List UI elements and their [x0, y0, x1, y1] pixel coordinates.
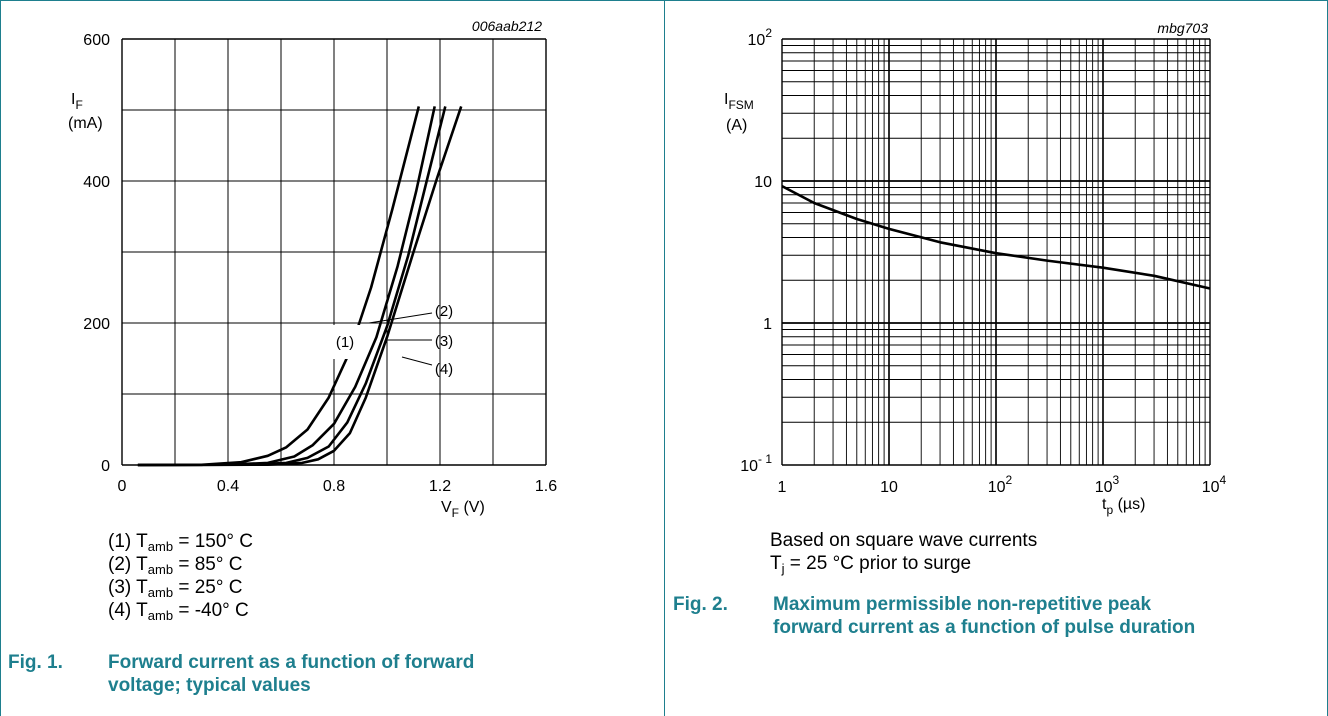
fig2-series-line — [781, 184, 1211, 290]
fig1-x-axis-label: VF (V) — [441, 499, 485, 520]
fig2-y-axis-unit: (A) — [726, 117, 747, 134]
fig1-note-2: (2) Tamb = 85° C — [108, 554, 243, 577]
fig1-notes: (1) Tamb = 150° C (2) Tamb = 85° C (3) T… — [108, 530, 253, 622]
fig1-y-tick-label: 600 — [83, 32, 110, 49]
fig2-x-tick-label: 1 — [778, 479, 787, 496]
fig1-series-1-line — [137, 106, 421, 467]
fig2-x-tick-label: 10 — [880, 479, 898, 496]
fig1-note-3: (3) Tamb = 25° C — [108, 577, 243, 600]
fig1-y-axis-label: IF — [71, 91, 83, 112]
fig1-label-2: (2) — [435, 303, 453, 320]
fig1-series-4-line — [137, 105, 463, 467]
fig1-label-1: (1) — [336, 334, 354, 351]
fig2-x-tick-label: 102 — [988, 473, 1013, 496]
fig2-caption-text: Maximum permissible non-repetitive peak f… — [773, 594, 1196, 638]
fig2-x-tick-label: 103 — [1095, 473, 1120, 496]
fig2-note-2: Tj = 25 °C prior to surge — [770, 553, 972, 576]
fig2-caption-number: Fig. 2. — [673, 594, 728, 615]
fig1-x-tick-label: 0.4 — [217, 478, 239, 495]
fig1-y-axis-unit: (mA) — [68, 115, 103, 132]
fig2-y-tick-label: 1 — [763, 316, 772, 333]
fig1-x-tick-label: 1.2 — [429, 478, 451, 495]
fig2-x-axis-label: tp (µs) — [1102, 496, 1145, 517]
fig1-x-tick-label: 0 — [118, 478, 127, 495]
fig1-code: 006aab212 — [472, 18, 542, 34]
fig1-label-1-bg — [327, 325, 363, 359]
fig1-leader-2 — [368, 312, 433, 324]
fig2-x-tick-label: 104 — [1202, 473, 1227, 496]
fig1-y-tick-label: 400 — [83, 174, 110, 191]
fig1-caption: Fig. 1. Forward current as a function of… — [8, 651, 648, 701]
fig2-y-tick-label: 102 — [748, 26, 773, 49]
fig2-y-tick-label: 10 — [754, 174, 772, 191]
fig2-y-tick-label: 10- 1 — [740, 452, 772, 475]
fig2-y-axis-label: IFSM — [724, 91, 754, 112]
fig1-x-tick-label: 1.6 — [535, 478, 557, 495]
fig1-label-4: (4) — [435, 361, 453, 378]
fig2-note-1: Based on square wave currents — [770, 530, 1038, 551]
fig1-y-tick-label: 200 — [83, 316, 110, 333]
fig1-y-tick-label: 0 — [101, 458, 110, 475]
fig1-series-3-line — [137, 106, 447, 467]
figure-1-panel — [0, 0, 664, 716]
fig2-notes: Based on square wave currents Tj = 25 °C… — [770, 529, 1037, 575]
fig1-label-3: (3) — [435, 333, 453, 350]
fig2-code: mbg703 — [1157, 20, 1208, 36]
fig1-caption-number: Fig. 1. — [8, 652, 63, 673]
fig1-x-tick-label: 0.8 — [323, 478, 345, 495]
fig1-leader-4 — [401, 356, 433, 366]
fig2-caption: Fig. 2. Maximum permissible non-repetiti… — [673, 593, 1323, 643]
fig1-series-2-line — [137, 106, 436, 467]
fig1-caption-text: Forward current as a function of forward… — [108, 652, 475, 696]
fig1-note-1: (1) Tamb = 150° C — [108, 531, 254, 554]
fig1-note-4: (4) Tamb = -40° C — [108, 600, 249, 623]
